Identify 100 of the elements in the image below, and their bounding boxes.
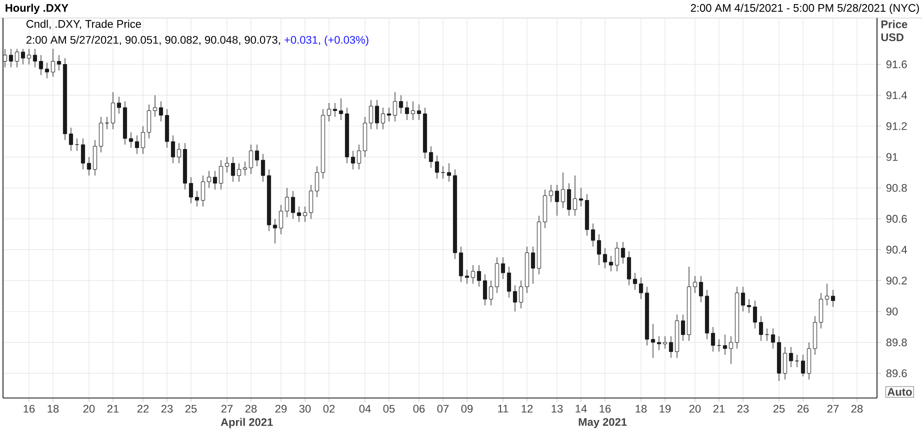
candlestick (650, 324, 656, 358)
x-tick-label: 25 (185, 404, 197, 413)
candlestick (92, 140, 98, 176)
candlestick (38, 54, 44, 76)
candlestick (404, 101, 410, 120)
candlestick (818, 292, 824, 329)
candlestick (134, 135, 140, 154)
candlestick (326, 102, 332, 122)
text: April 2021 (220, 418, 273, 428)
candlestick (188, 176, 194, 204)
candlestick (230, 156, 236, 182)
candlestick (728, 336, 734, 364)
candlestick (392, 92, 398, 122)
candlestick (488, 280, 494, 306)
x-tick-label: 23 (737, 404, 749, 413)
x-tick-label: 07 (437, 404, 449, 413)
candlestick (596, 234, 602, 266)
candlestick (356, 144, 362, 170)
candlestick (398, 94, 404, 114)
candlestick (602, 248, 608, 269)
candlestick (566, 182, 572, 216)
candlestick (284, 188, 290, 218)
candlestick (140, 126, 146, 154)
x-tick-label: 28 (851, 404, 863, 413)
candlestick (260, 154, 266, 182)
x-tick-label: 27 (221, 404, 233, 413)
candlestick (740, 286, 746, 312)
y-axis-title: Price USD (881, 20, 908, 42)
candlestick (746, 298, 752, 314)
x-tick-label: 23 (161, 404, 173, 413)
x-tick-label: 21 (713, 404, 725, 413)
candlestick (152, 94, 158, 118)
candlestick (86, 156, 92, 176)
candlestick (500, 257, 506, 280)
candlestick (512, 284, 518, 312)
candlestick (476, 264, 482, 288)
candlestick (560, 172, 566, 208)
candlestick (212, 170, 218, 190)
candlestick (218, 160, 224, 190)
candlestick (620, 242, 626, 264)
y-tick-label: 90.8 (886, 184, 907, 192)
chart-subtitle: 2:00 AM 4/15/2021 - 5:00 PM 5/28/2021 (NYC) (690, 4, 919, 14)
x-tick-label: 21 (107, 404, 119, 413)
chart-title: Hourly .DXY (6, 4, 68, 14)
candlestick (170, 135, 176, 164)
text: May 2021 (578, 418, 627, 428)
y-tick-label: 90.2 (886, 276, 907, 284)
x-tick-label: 16 (600, 404, 611, 413)
x-tick-label: 28 (245, 404, 257, 413)
candlestick (470, 264, 476, 284)
candlestick (782, 346, 788, 380)
candlestick (68, 127, 74, 152)
candlestick (332, 102, 338, 118)
candlestick (98, 116, 104, 153)
candlestick (554, 184, 560, 216)
candlestick (638, 277, 644, 300)
x-tick-label: 09 (461, 404, 473, 413)
candlestick (788, 346, 794, 368)
candlestick (296, 206, 302, 222)
candlestick (80, 138, 86, 170)
annotation: +0.031, (+0.03%) (284, 36, 368, 46)
candlestick (716, 339, 722, 352)
candlestick (14, 48, 20, 68)
candlestick (410, 101, 416, 120)
x-tick-label: 14 (576, 404, 587, 412)
candlestick (290, 190, 296, 220)
x-tick-label: 16 (24, 404, 35, 413)
y-tick-label: 91 (886, 153, 898, 161)
x-tick-label: 11 (498, 404, 508, 412)
candlestick (590, 223, 596, 247)
candlestick (830, 290, 836, 308)
candlestick (44, 62, 50, 79)
candlestick (242, 161, 248, 176)
x-tick-label: 27 (827, 404, 839, 413)
candlestick (572, 175, 578, 216)
y-tick-label: 90.4 (886, 246, 907, 254)
candlestick (752, 300, 758, 329)
candlestick (200, 175, 206, 207)
candlestick (254, 144, 260, 167)
y-tick-label: 89.8 (886, 338, 907, 346)
candlestick (374, 100, 380, 130)
candlestick (698, 276, 704, 303)
x-tick-label: 05 (383, 404, 395, 413)
candlestick (206, 170, 212, 188)
candlestick (158, 101, 164, 122)
candlestick (446, 162, 452, 182)
candlestick (302, 206, 308, 222)
y-tick-label: 91.2 (886, 122, 907, 130)
candlestick (518, 280, 524, 309)
candlestick (722, 334, 728, 356)
annotation: Cndl, .DXY, Trade Price (26, 20, 141, 30)
candlestick (26, 48, 32, 65)
candlestick (194, 190, 200, 207)
x-tick-label: 02 (323, 404, 335, 413)
text: Auto (887, 388, 912, 396)
y-tick-label: 90 (886, 308, 898, 316)
candlestick (248, 144, 254, 174)
candlestick (692, 276, 698, 294)
candlestick (314, 166, 320, 198)
candlestick (608, 256, 614, 272)
